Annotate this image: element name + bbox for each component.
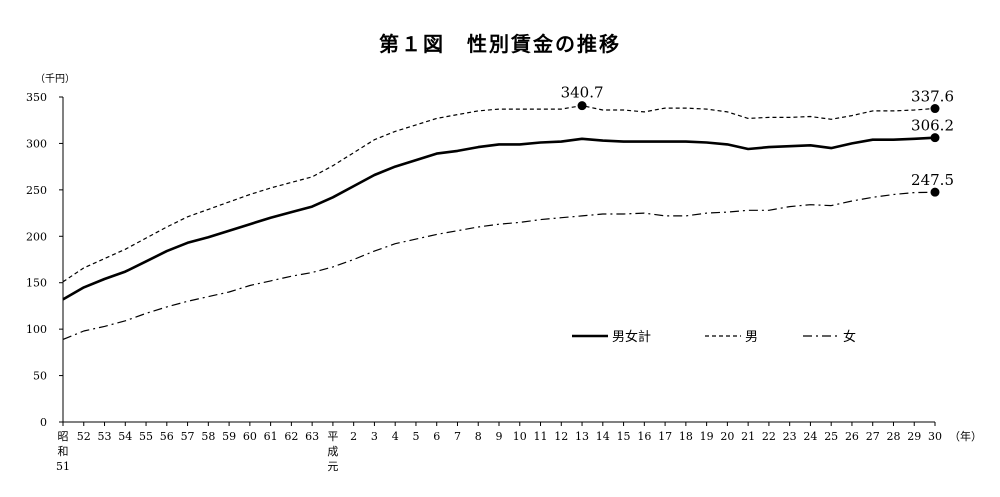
y-tick-label: 350 [26, 91, 47, 104]
x-axis-label: （年） [949, 429, 982, 443]
x-tick-label: 62 [284, 430, 298, 443]
x-tick-label: 55 [139, 430, 153, 443]
y-tick-label: 200 [26, 230, 47, 243]
legend-label-1: 男女計 [612, 329, 651, 345]
x-tick-label: 13 [575, 430, 589, 443]
end-point-marker [930, 187, 940, 197]
x-tick-label: 23 [783, 430, 797, 443]
x-tick-label: 60 [243, 430, 257, 443]
peak-value-label: 340.7 [561, 84, 604, 102]
y-tick-label: 100 [26, 323, 47, 336]
x-tick-label: 29 [907, 430, 921, 443]
x-tick-label: 12 [554, 430, 568, 443]
y-tick-label: 50 [33, 370, 47, 383]
x-tick-label: 9 [496, 430, 503, 443]
end-value-label: 337.6 [911, 88, 954, 106]
y-axis-label: （千円） [35, 73, 75, 85]
x-tick-label: 元 [327, 460, 338, 473]
x-tick-label: 56 [160, 430, 174, 443]
x-tick-label: 51 [56, 460, 70, 473]
y-tick-label: 0 [40, 416, 47, 429]
x-tick-label: 和 [58, 445, 69, 458]
series-line-2 [62, 104, 936, 283]
x-tick-label: 15 [617, 430, 631, 443]
x-tick-label: 19 [700, 430, 714, 443]
x-tick-label: 53 [98, 430, 112, 443]
x-tick-label: 61 [264, 430, 278, 443]
y-tick-label: 300 [26, 137, 47, 150]
x-tick-label: 52 [77, 430, 91, 443]
chart-title: 第１図 性別賃金の推移 [379, 32, 621, 56]
y-tick-label: 150 [26, 277, 47, 290]
end-point-marker [930, 104, 940, 114]
end-value-label: 247.5 [911, 171, 954, 189]
x-tick-label: 24 [803, 430, 817, 443]
x-tick-label: 成 [327, 445, 338, 458]
end-point-marker [930, 133, 940, 143]
x-tick-label: 14 [596, 430, 610, 443]
x-tick-label: 58 [201, 430, 215, 443]
x-tick-label: 26 [845, 430, 859, 443]
series-line-3 [62, 191, 936, 340]
x-tick-label: 63 [305, 430, 319, 443]
x-tick-label: 22 [762, 430, 776, 443]
x-tick-label: 18 [679, 430, 693, 443]
series-line-1 [62, 136, 936, 301]
x-tick-label: 5 [412, 430, 419, 443]
x-tick-label: 17 [658, 430, 672, 443]
x-tick-label: 59 [222, 430, 236, 443]
x-tick-label: 16 [637, 430, 651, 443]
x-tick-label: 平 [327, 430, 338, 443]
x-tick-label: 54 [118, 430, 132, 443]
end-value-label: 306.2 [911, 117, 954, 135]
x-tick-label: 10 [513, 430, 527, 443]
x-tick-label: 57 [181, 430, 195, 443]
x-tick-label: 2 [350, 430, 357, 443]
x-tick-label: 8 [475, 430, 482, 443]
x-tick-label: 3 [371, 430, 378, 443]
x-tick-label: 30 [928, 430, 942, 443]
x-tick-label: 28 [886, 430, 900, 443]
legend-label-3: 女 [843, 329, 856, 345]
x-tick-label: 27 [866, 430, 880, 443]
x-tick-label: 25 [824, 430, 838, 443]
x-tick-label: 11 [534, 430, 548, 443]
x-tick-label: 4 [392, 430, 399, 443]
y-tick-label: 250 [26, 184, 47, 197]
legend-label-2: 男 [745, 330, 758, 345]
x-tick-label: 20 [720, 430, 734, 443]
peak-point-marker [577, 101, 587, 111]
x-tick-label: 6 [433, 430, 440, 443]
x-tick-label: 昭 [58, 430, 69, 443]
x-tick-label: 21 [741, 430, 755, 443]
x-tick-label: 7 [454, 430, 461, 443]
